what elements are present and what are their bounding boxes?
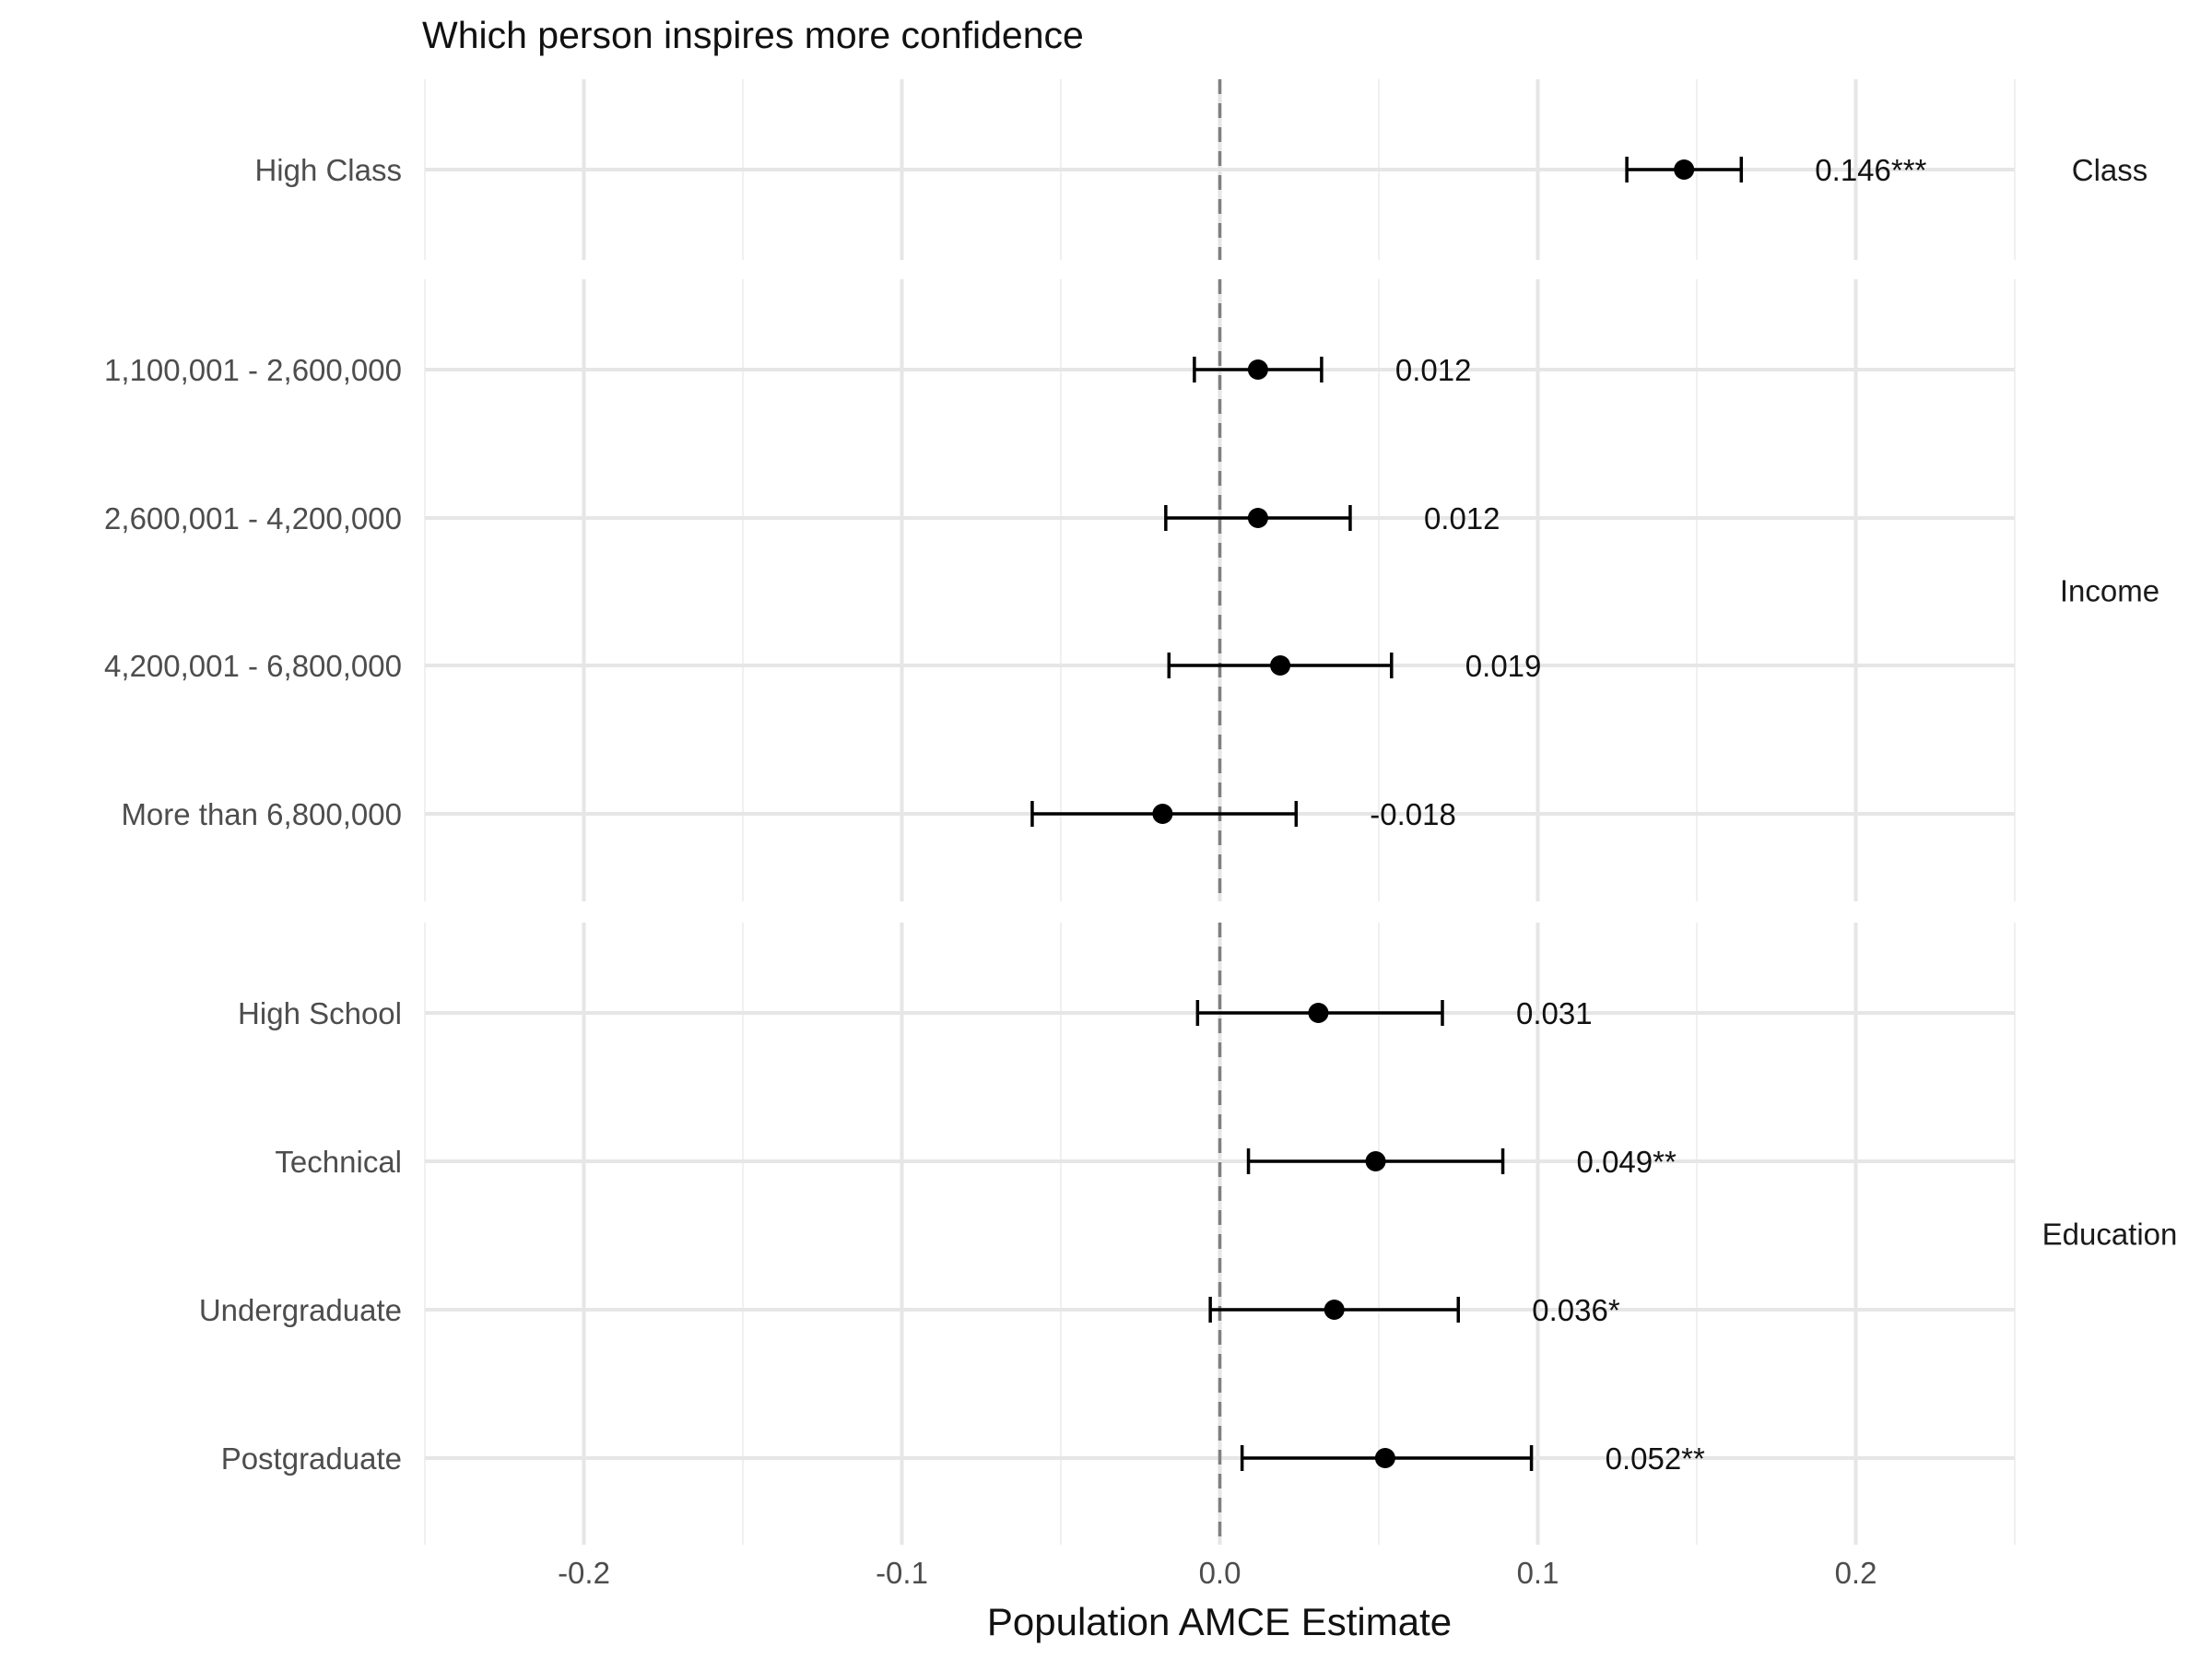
x-tick-label: -0.1 (876, 1556, 928, 1590)
y-tick-label: 4,200,001 - 6,800,000 (104, 649, 402, 683)
chart-title: Which person inspires more confidence (422, 14, 1084, 56)
estimate-point (1152, 804, 1173, 824)
data-label: 0.036* (1532, 1293, 1620, 1327)
y-tick-label: 2,600,001 - 4,200,000 (104, 501, 402, 535)
y-tick-label: Technical (275, 1145, 402, 1179)
estimate-point (1247, 359, 1268, 380)
estimate-point (1270, 655, 1291, 676)
estimate-point (1308, 1003, 1329, 1023)
x-axis-label: Population AMCE Estimate (987, 1600, 1452, 1643)
facet-strip-label: Income (2060, 574, 2159, 608)
estimate-point (1247, 508, 1268, 528)
data-label: 0.052** (1606, 1441, 1705, 1476)
x-tick-label: 0.2 (1835, 1556, 1877, 1590)
facet-strip-label: Education (2042, 1218, 2178, 1252)
x-tick-label: 0.1 (1517, 1556, 1559, 1590)
y-tick-label: High School (238, 996, 402, 1030)
data-label: 0.019 (1465, 649, 1542, 683)
x-tick-label: 0.0 (1199, 1556, 1241, 1590)
estimate-point (1374, 1448, 1395, 1468)
y-tick-label: More than 6,800,000 (121, 797, 402, 831)
estimate-point (1674, 159, 1695, 180)
x-tick-label: -0.2 (558, 1556, 610, 1590)
data-label: 0.031 (1516, 996, 1593, 1030)
facet-strip-label: Class (2072, 153, 2148, 187)
text-layer: Which person inspires more confidence Po… (104, 14, 2177, 1643)
estimate-point (1324, 1300, 1345, 1320)
y-tick-label: Undergraduate (199, 1293, 402, 1327)
data-label: 0.049** (1577, 1145, 1677, 1179)
marks-layer (1030, 79, 1744, 1545)
y-tick-label: 1,100,001 - 2,600,000 (104, 353, 402, 387)
y-tick-label: High Class (254, 153, 402, 187)
estimate-point (1365, 1151, 1386, 1171)
data-label: 0.012 (1424, 501, 1500, 535)
data-label: 0.146*** (1815, 153, 1926, 187)
data-label: 0.012 (1395, 353, 1472, 387)
y-tick-label: Postgraduate (221, 1441, 402, 1476)
data-label: -0.018 (1370, 797, 1456, 831)
